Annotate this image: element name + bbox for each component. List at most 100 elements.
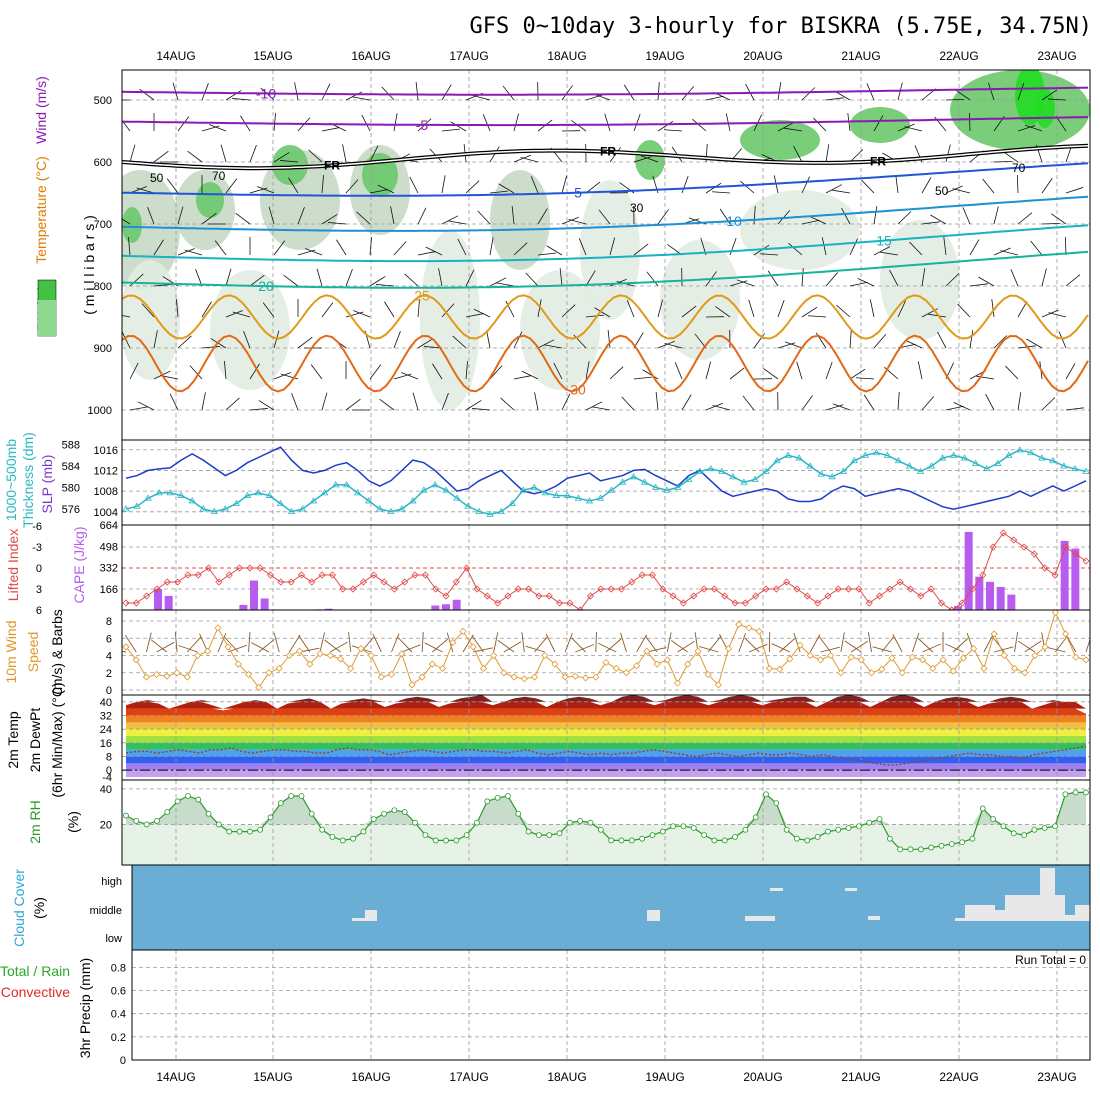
cloud-tick: middle [90,905,122,917]
wind-barb [559,268,563,287]
temp-band [126,708,1086,716]
wind-barb [187,150,203,163]
wind-barb [820,646,840,653]
wind-barb [319,632,325,653]
rh-point [814,833,821,840]
thickness-point [1049,456,1057,464]
wind-barb [1041,268,1047,287]
wind-speed-point [336,655,345,663]
wind-barb [904,126,923,132]
thickness-point [1082,467,1090,474]
wind-speed-point [387,670,396,679]
wind-barb [1058,331,1067,349]
wind-barb [621,396,635,411]
wind-speed-point [806,651,814,660]
thickness-point [607,486,616,493]
rh-point [515,810,522,817]
wind-barb [777,342,796,349]
wind-barb [209,124,227,132]
rh-point [185,793,191,799]
wind-barb [417,338,434,349]
wind-barb [393,113,398,132]
wind-barb [945,405,964,411]
lifted-index-point [845,585,853,593]
wind-speed-point [816,656,825,664]
wind-speed-point [714,681,722,689]
thickness-point [1060,462,1068,469]
wind-barb [404,273,419,287]
wind-barb [513,154,531,163]
wind-speed-point [255,683,263,691]
cloud-patch [1065,915,1075,921]
lifted-index-point [1020,543,1028,551]
wind-barb [321,302,334,318]
pressure-tick: 800 [94,281,112,293]
wind-speed-point [694,647,702,655]
wind-barb [892,634,903,653]
wind-barb [129,144,136,163]
thickness-point [276,499,285,507]
wind-speed-point [398,650,406,658]
cloud-patch [647,910,660,921]
wind-barb [1024,124,1043,132]
wind-tick: 6 [106,633,112,645]
lifted-index-point [824,592,832,600]
rh-point [536,832,542,839]
wind-barb [705,402,723,411]
wind-units-ylabel: (m/s) & Barbs [49,609,65,695]
isotherm-labels: -10 -5 5 10 15 20 25 30 FR FR FR 50 70 30 50 70 [150,85,1026,397]
rh-point [236,828,243,835]
freezing-label: FR [600,145,616,159]
wind-barb [983,634,994,653]
wind-barb [895,175,899,194]
thickness-point [784,451,792,458]
wind-barb [978,276,995,287]
wind-barb [356,211,371,225]
wind-barb [432,363,443,380]
temperature-ylabel: Temperature (°C) [33,156,49,264]
wind-barb [521,632,525,653]
rh-contour-label: 70 [1012,161,1026,175]
rh-contour-label: 50 [935,184,949,198]
wind-barb [945,144,951,163]
wind-barb [1014,632,1019,653]
wind-speed-point [622,669,630,677]
precip-tick: 0.4 [111,1009,126,1021]
wind-barb [177,335,192,349]
freezing-label: FR [870,154,886,168]
thickness-point [773,456,781,464]
wind-barb [525,272,539,287]
wind-speed-point [582,674,590,682]
thickness-point [309,497,318,504]
rh-point [329,833,336,840]
cape-bar [250,580,258,610]
wind-barb [503,641,522,653]
wind-barb [297,336,313,349]
wind-barb [465,313,484,318]
wind-tick: 4 [106,651,112,663]
wind-barb [969,239,980,256]
wind-speed-point [888,654,896,662]
bottom-date-label: 21AUG [841,1070,880,1084]
thickness-point [828,473,836,480]
wind-barb [273,372,291,380]
wind-speed-point [1031,651,1039,660]
wind-barb [201,83,209,101]
wind-barb [1048,312,1067,318]
wind-barb [928,313,947,318]
wind-barb [330,641,348,653]
wind-barb [384,301,395,318]
wind-speed-point [663,656,671,664]
top-date-label: 19AUG [645,49,684,63]
rh-point [1052,823,1058,830]
lifted-index-point [968,585,977,593]
rh-point [277,800,284,807]
cloud-patch [1040,868,1055,921]
rh-point [917,846,924,853]
temp-band [126,749,1086,757]
wind-barb [801,268,804,287]
rh-point [711,837,718,844]
wind-speed-point [510,673,518,681]
thickness-point [387,507,395,515]
lifted-index-point [256,564,264,572]
